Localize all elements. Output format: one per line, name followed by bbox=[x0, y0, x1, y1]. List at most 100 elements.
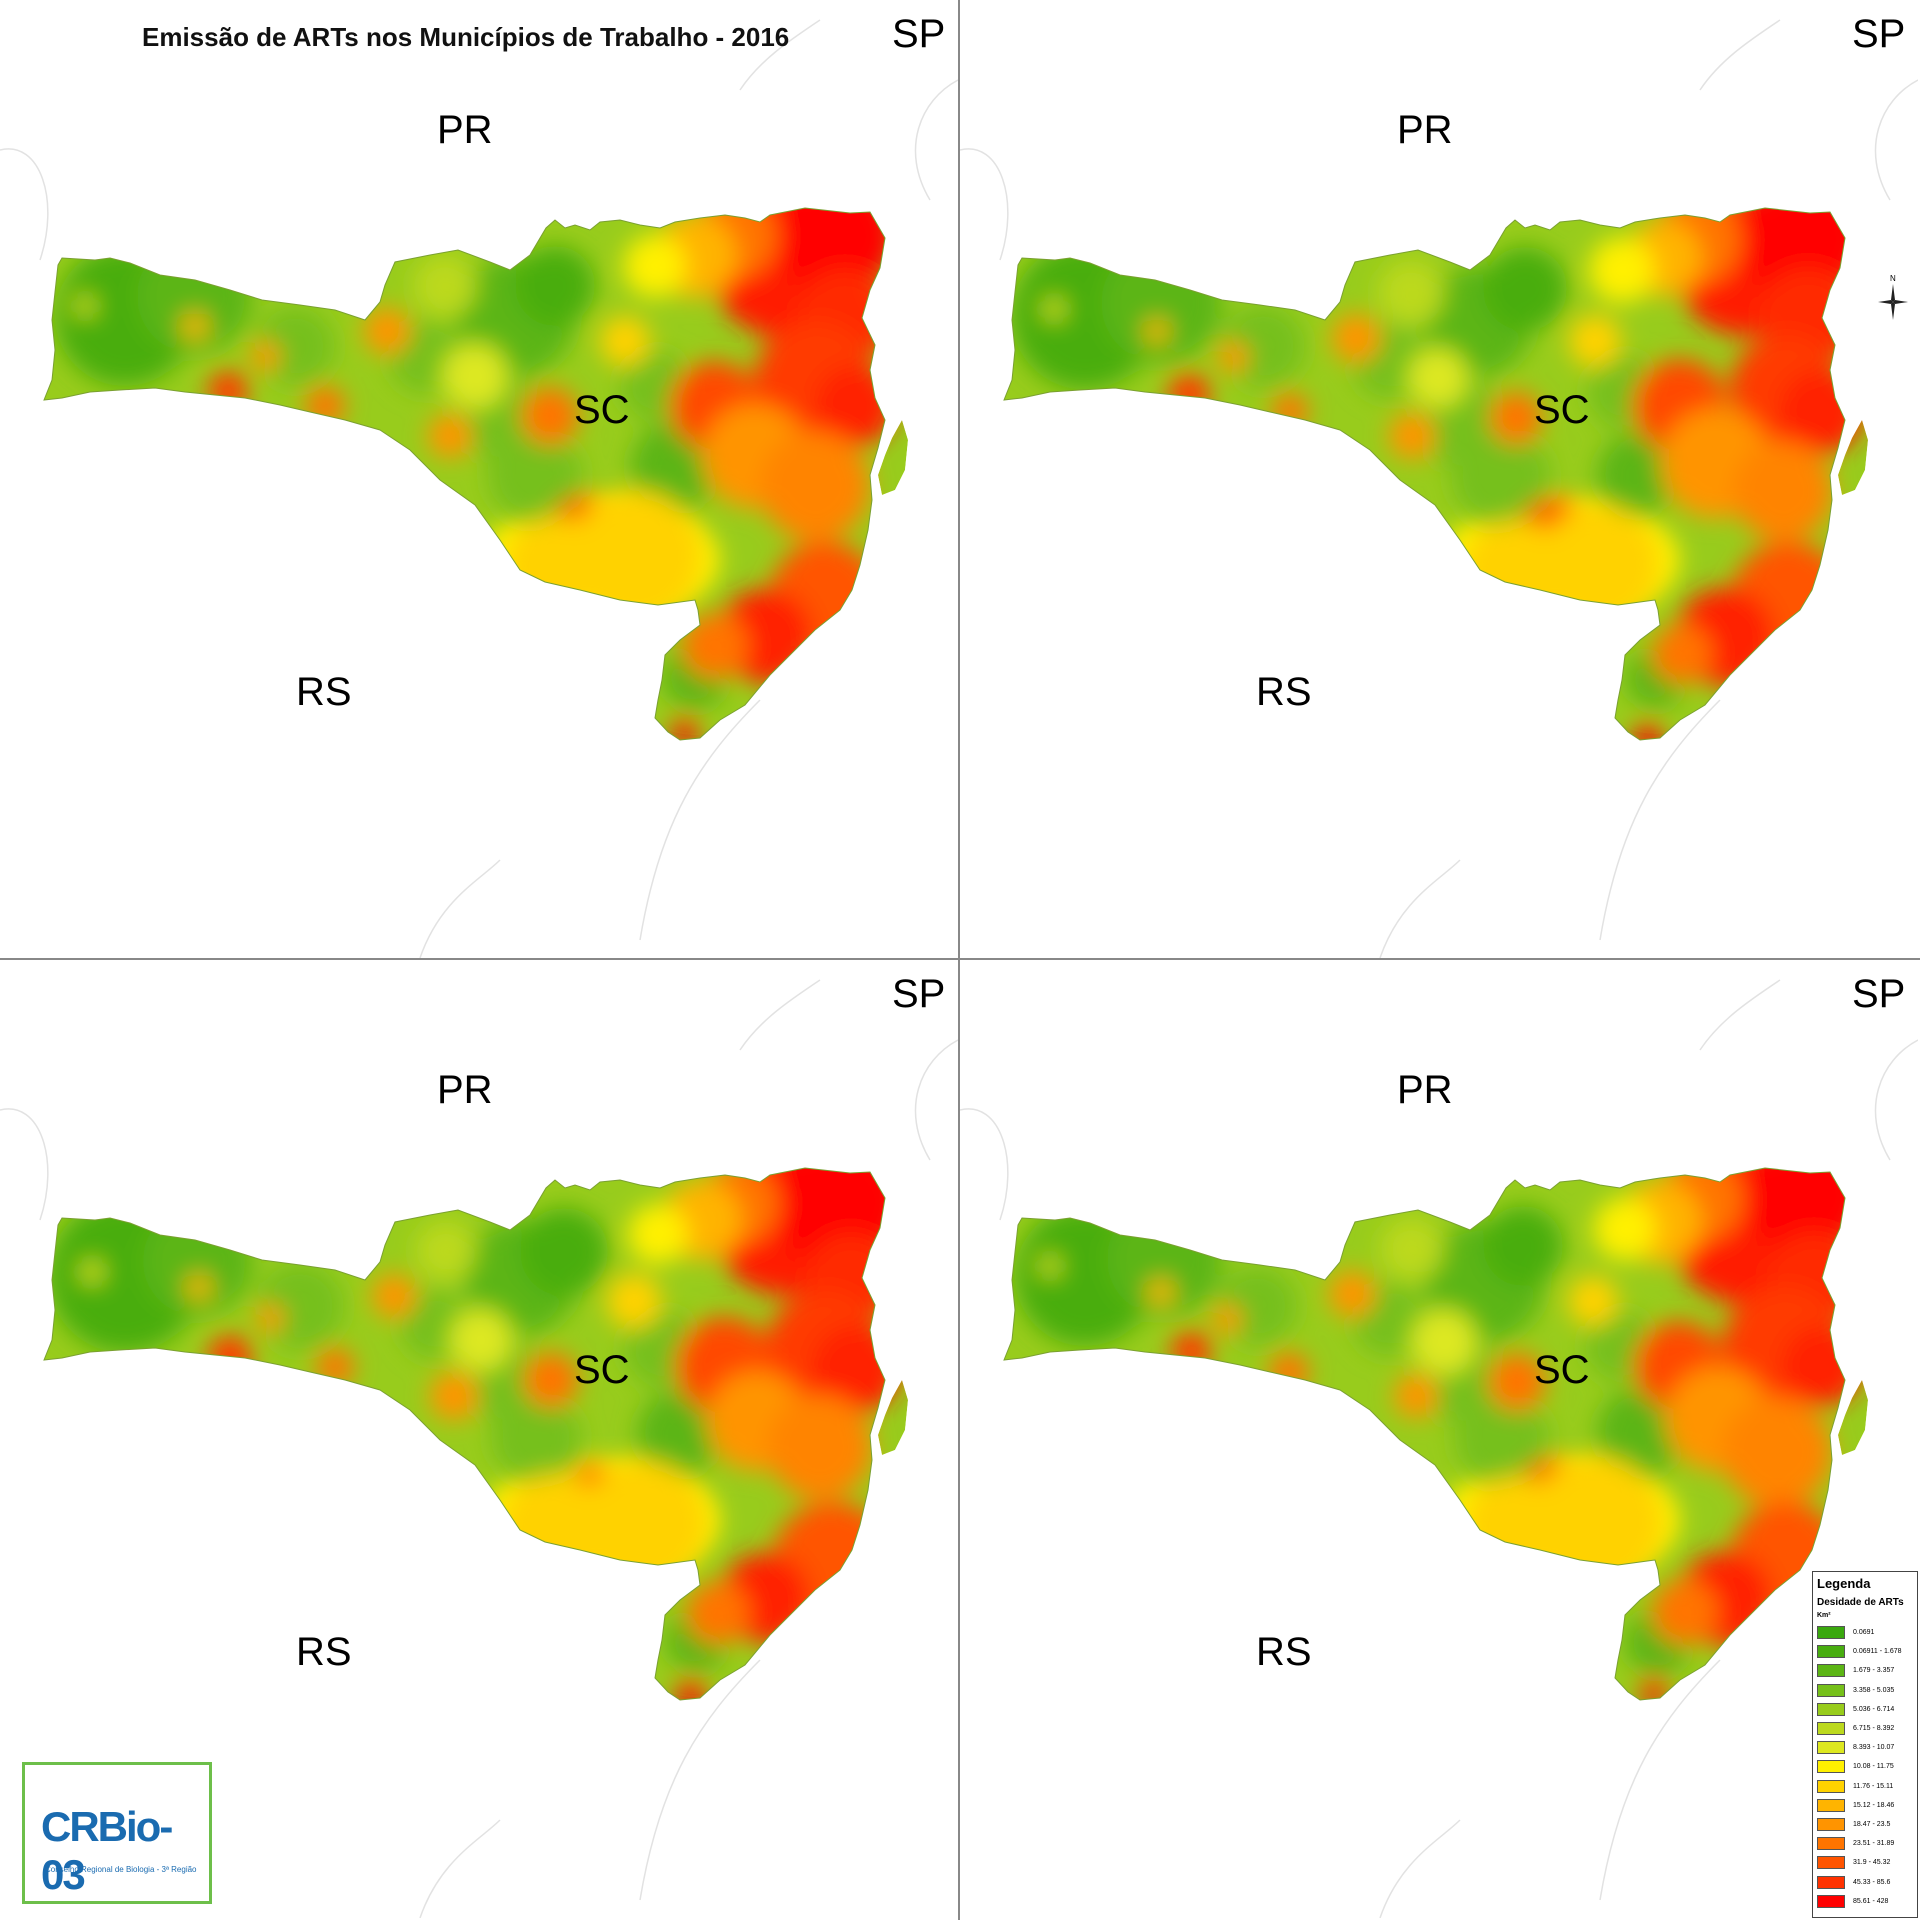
legend-swatch bbox=[1817, 1875, 1845, 1889]
density-hotspot bbox=[372, 1274, 416, 1318]
state-label-rs: RS bbox=[296, 670, 352, 714]
map-legend: Legenda Desidade de ARTs Km² 0.0691 0.069… bbox=[1812, 1571, 1918, 1918]
legend-label: 5.036 - 6.714 bbox=[1853, 1705, 1895, 1713]
legend-label: 0.0691 bbox=[1853, 1629, 1875, 1637]
sc-density-surface bbox=[1004, 208, 1868, 740]
legend-label: 6.715 - 8.392 bbox=[1853, 1725, 1895, 1733]
density-hotspot bbox=[1388, 412, 1436, 460]
density-hotspot bbox=[363, 307, 411, 355]
density-hotspot bbox=[1782, 1326, 1862, 1406]
density-hotspot bbox=[606, 1273, 662, 1329]
density-hotspot bbox=[1652, 624, 1712, 684]
density-hotspot bbox=[1640, 1677, 1668, 1700]
density-hotspot bbox=[1597, 1388, 1685, 1476]
density-hotspot bbox=[1733, 441, 1833, 541]
density-hotspot bbox=[316, 1348, 354, 1386]
north-label: N bbox=[1890, 274, 1896, 283]
legend-label: 1.679 - 3.357 bbox=[1853, 1667, 1895, 1675]
legend-item: 8.393 - 10.07 bbox=[1817, 1738, 1917, 1757]
legend-item: 23.51 - 31.89 bbox=[1817, 1834, 1917, 1853]
state-label-rs: RS bbox=[1256, 670, 1312, 714]
sc-outline bbox=[43, 207, 886, 741]
density-hotspot bbox=[208, 371, 248, 411]
legend-item: 0.0691 bbox=[1817, 1623, 1917, 1642]
density-hotspot bbox=[256, 1304, 284, 1332]
legend-item: 6.715 - 8.392 bbox=[1817, 1719, 1917, 1738]
density-hotspot bbox=[682, 613, 748, 679]
density-map bbox=[0, 19, 958, 958]
density-hotspot bbox=[1779, 370, 1863, 454]
density-hotspot bbox=[523, 1352, 579, 1408]
state-label-pr: PR bbox=[1397, 108, 1453, 152]
density-hotspot bbox=[1490, 392, 1542, 444]
density-hotspot bbox=[767, 1394, 873, 1500]
legend-swatch bbox=[1817, 1837, 1845, 1851]
legend-item: 15.12 - 18.46 bbox=[1817, 1796, 1917, 1815]
legend-swatch bbox=[1817, 1664, 1845, 1678]
density-hotspot bbox=[686, 1581, 750, 1645]
density-hotspot bbox=[1652, 1579, 1718, 1645]
legend-label: 45.33 - 85.6 bbox=[1853, 1878, 1891, 1886]
north-arrow-icon: N bbox=[1876, 272, 1910, 322]
density-hotspot bbox=[515, 246, 595, 326]
density-hotspot bbox=[428, 414, 472, 458]
density-hotspot bbox=[1593, 1197, 1657, 1261]
legend-item: 18.47 - 23.5 bbox=[1817, 1815, 1917, 1834]
density-hotspot bbox=[521, 387, 579, 445]
map-panel-2019: Emissão de ARTs nos Municípios de Trabal… bbox=[960, 960, 1918, 1918]
legend-swatch bbox=[1817, 1856, 1845, 1870]
density-hotspot bbox=[520, 1208, 608, 1296]
density-hotspot bbox=[305, 386, 345, 426]
density-hotspot bbox=[671, 717, 699, 740]
state-label-sc: SC bbox=[1534, 1348, 1590, 1392]
legend-item: 1.679 - 3.357 bbox=[1817, 1661, 1917, 1680]
density-map bbox=[960, 979, 1918, 1918]
density-hotspot bbox=[1408, 348, 1468, 408]
density-hotspot bbox=[1331, 313, 1381, 363]
density-hotspot bbox=[1145, 319, 1169, 343]
state-label-pr: PR bbox=[1397, 1068, 1453, 1112]
density-hotspot bbox=[600, 316, 650, 366]
legend-swatch bbox=[1817, 1626, 1845, 1640]
density-hotspot bbox=[181, 312, 209, 340]
density-hotspot bbox=[675, 1678, 707, 1700]
density-hotspot bbox=[775, 208, 895, 296]
density-hotspot bbox=[75, 296, 95, 316]
legend-item: 31.9 - 45.32 bbox=[1817, 1853, 1917, 1872]
density-hotspot bbox=[1589, 237, 1655, 303]
state-label-sc: SC bbox=[574, 1348, 630, 1392]
neighbour-state-boundaries bbox=[960, 19, 1918, 958]
legend-item: 3.358 - 5.035 bbox=[1817, 1681, 1917, 1700]
density-map bbox=[960, 19, 1918, 958]
density-hotspot bbox=[1411, 1309, 1477, 1375]
legend-swatch bbox=[1817, 1722, 1845, 1736]
density-hotspot bbox=[760, 431, 870, 541]
density-hotspot bbox=[1539, 504, 1659, 624]
legend-label: 8.393 - 10.07 bbox=[1853, 1744, 1895, 1752]
state-label-sp: SP bbox=[1852, 972, 1906, 1016]
density-hotspot bbox=[1739, 208, 1865, 302]
state-label-sc: SC bbox=[574, 388, 630, 432]
density-hotspot bbox=[1147, 1278, 1175, 1306]
density-hotspot bbox=[1328, 1270, 1376, 1318]
state-label-pr: PR bbox=[437, 108, 493, 152]
density-hotspot bbox=[1394, 1374, 1438, 1418]
state-label-pr: PR bbox=[437, 1068, 493, 1112]
density-hotspot bbox=[500, 1474, 610, 1584]
legend-item: 10.08 - 11.75 bbox=[1817, 1757, 1917, 1776]
density-hotspot bbox=[1483, 1206, 1563, 1286]
state-label-sp: SP bbox=[892, 12, 946, 56]
crbio-logo: CRBio-03 Conselho Regional de Biologia -… bbox=[22, 1762, 212, 1904]
density-hotspot bbox=[1722, 1397, 1832, 1507]
density-hotspot bbox=[1597, 434, 1677, 514]
density-hotspot bbox=[505, 516, 605, 616]
density-hotspot bbox=[81, 1261, 103, 1283]
density-hotspot bbox=[1530, 1456, 1662, 1588]
map-title: Emissão de ARTs nos Municípios de Trabal… bbox=[142, 22, 790, 52]
legend-swatch bbox=[1817, 1894, 1845, 1908]
legend-label: 18.47 - 23.5 bbox=[1853, 1820, 1891, 1828]
map-panel-2017: Emissão de ARTs nos Municípios de Trabal… bbox=[960, 0, 1918, 958]
density-hotspot bbox=[1168, 373, 1210, 415]
density-hotspot bbox=[1462, 519, 1568, 625]
density-hotspot bbox=[1568, 314, 1622, 368]
